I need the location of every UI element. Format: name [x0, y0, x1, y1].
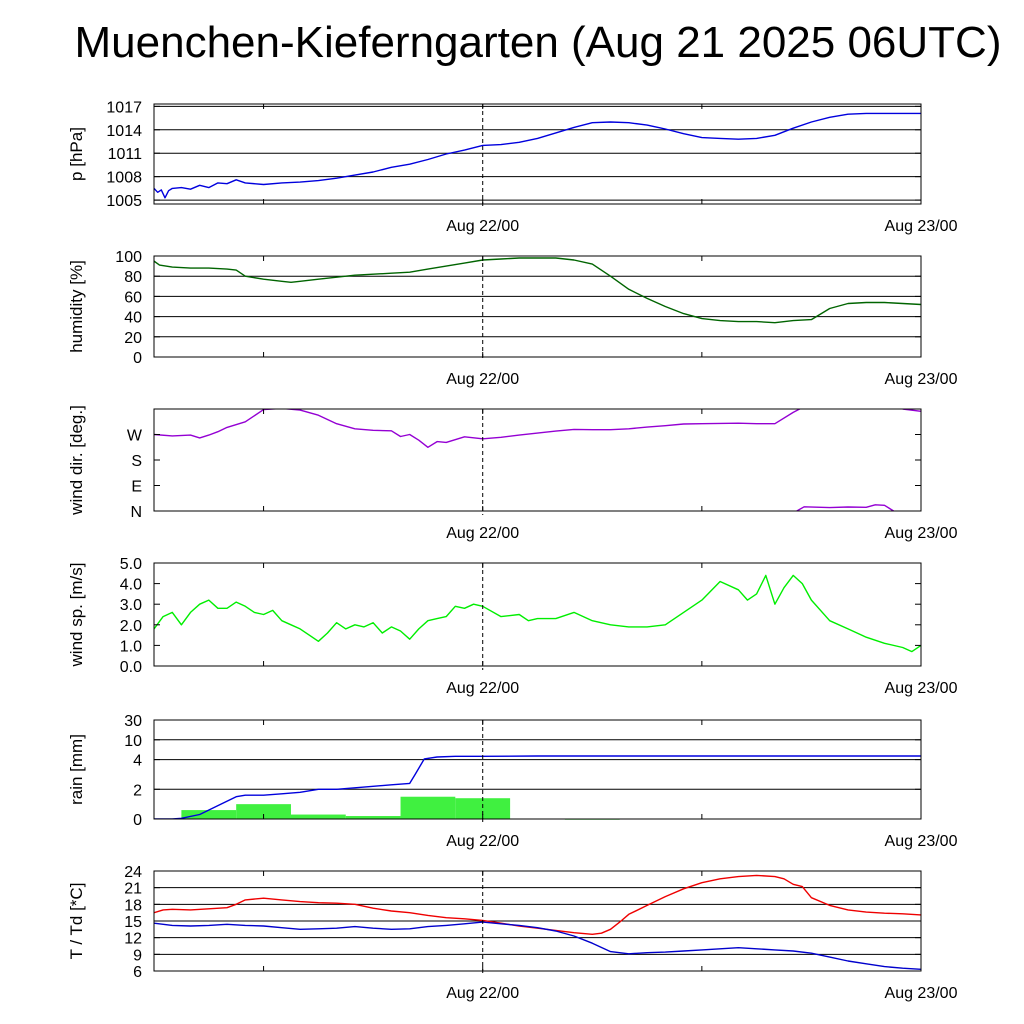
pressure-series-line — [154, 112, 921, 199]
rain-y-tick-label: 0 — [133, 812, 142, 829]
wind_speed-y-tick-label: 0.0 — [120, 659, 142, 676]
pressure-y-tick-label: 1017 — [106, 99, 142, 116]
rain-y-tick-label: 2 — [133, 782, 142, 799]
temperature-y-tick-label: 6 — [133, 964, 142, 981]
rain-bar — [181, 810, 237, 819]
rain-bar — [400, 796, 456, 819]
humidity-panel: 0 20 40 60 80 100 Aug 22/00 Aug 23/00 humidity [… — [67, 249, 958, 388]
pressure-x-tick-label: Aug 23/00 — [885, 218, 958, 235]
wind_speed-series-group — [154, 574, 921, 653]
temperature-series-line — [154, 921, 921, 970]
rain-bar — [236, 804, 291, 819]
humidity-y-tick-label: 60 — [124, 289, 142, 306]
wind_direction-y-tick-label: S — [131, 453, 142, 470]
humidity-y-tick-label: 80 — [124, 269, 142, 286]
rain-bar — [290, 814, 346, 819]
temperature-x-tick-label: Aug 22/00 — [446, 985, 519, 1002]
wind_speed-y-axis-label: wind sp. [m/s] — [67, 563, 86, 668]
pressure-y-tick-label: 1011 — [108, 146, 143, 163]
rain-y-axis-label: rain [mm] — [67, 734, 86, 805]
humidity-y-tick-label: 40 — [124, 310, 142, 327]
rain-y-tick-label: 4 — [133, 753, 142, 770]
rain-x-tick-label: Aug 22/00 — [446, 833, 519, 850]
temperature-y-tick-label: 21 — [124, 881, 142, 898]
pressure-y-tick-label: 1008 — [106, 170, 142, 187]
pressure-frame — [153, 103, 922, 205]
wind_speed-frame — [153, 562, 922, 667]
humidity-y-axis-label: humidity [%] — [67, 260, 86, 353]
rain-panel: 0 2 4 10 30 Aug 22/00 Aug 23/00 rain [mm] — [67, 713, 958, 850]
humidity-series-line — [154, 257, 921, 324]
humidity-x-tick-label: Aug 22/00 — [446, 371, 519, 388]
wind_speed-y-tick-label: 2.0 — [120, 618, 142, 635]
pressure-y-axis-label: p [hPa] — [67, 127, 86, 181]
wind_direction-series-group — [154, 409, 921, 511]
rain-frame — [153, 719, 922, 820]
wind_direction-x-tick-label: Aug 23/00 — [885, 525, 958, 542]
temperature-y-axis-label: T / Td [*C] — [67, 883, 86, 960]
wind_direction-series-line — [796, 504, 894, 511]
rain-bar — [345, 816, 401, 819]
temperature-y-tick-label: 9 — [133, 947, 142, 964]
humidity-y-tick-label: 100 — [115, 249, 142, 266]
pressure-series-group — [154, 112, 921, 199]
temperature-y-tick-label: 24 — [124, 864, 142, 881]
rain-y-tick-label: 30 — [124, 713, 142, 730]
wind_speed-y-tick-label: 1.0 — [120, 638, 142, 655]
humidity-series-group — [154, 257, 921, 324]
humidity-y-tick-label: 0 — [133, 350, 142, 367]
wind_direction-frame — [153, 408, 922, 512]
wind_direction-y-tick-label: N — [130, 504, 142, 521]
rain-x-tick-label: Aug 23/00 — [885, 833, 958, 850]
temperature-x-tick-label: Aug 23/00 — [885, 985, 958, 1002]
wind_direction-y-tick-label: W — [127, 428, 143, 445]
humidity-y-tick-label: 20 — [124, 330, 142, 347]
wind_direction-x-tick-label: Aug 22/00 — [446, 525, 519, 542]
humidity-frame — [153, 255, 922, 358]
temperature-y-tick-label: 12 — [124, 931, 142, 948]
page-title: Muenchen-Kieferngarten (Aug 21 2025 06UT… — [74, 18, 1002, 67]
wind_direction-y-tick-label: E — [131, 479, 142, 496]
wind_speed-y-tick-label: 4.0 — [120, 577, 142, 594]
wind_speed-y-tick-label: 3.0 — [120, 597, 142, 614]
pressure-y-tick-label: 1005 — [106, 193, 142, 210]
temperature-y-tick-label: 18 — [124, 897, 142, 914]
rain-bar — [455, 798, 511, 819]
pressure-x-tick-label: Aug 22/00 — [446, 218, 519, 235]
temperature-y-tick-label: 15 — [124, 914, 142, 931]
rain-series-group — [154, 755, 921, 819]
wind_speed-y-tick-label: 5.0 — [120, 556, 142, 573]
wind_speed-x-tick-label: Aug 22/00 — [446, 680, 519, 697]
wind_speed-series-line — [154, 574, 921, 653]
wind_direction-series-line — [154, 409, 802, 448]
pressure-panel: 1005 1008 1011 1014 1017 Aug 22/00 Aug 23/00 p … — [67, 99, 958, 235]
temperature-series-group — [154, 874, 921, 970]
rain-series-line — [154, 755, 921, 819]
wind_direction-y-axis-label: wind dir. [deg.] — [67, 405, 86, 516]
rain-y-tick-label: 10 — [124, 733, 142, 750]
humidity-x-tick-label: Aug 23/00 — [885, 371, 958, 388]
wind-speed-panel: 0.0 1.0 2.0 3.0 4.0 5.0 Aug 22/00 Aug 23/00 wind… — [67, 556, 958, 697]
temperature-series-line — [154, 874, 921, 935]
pressure-y-tick-label: 1014 — [106, 123, 142, 140]
wind_speed-x-tick-label: Aug 23/00 — [885, 680, 958, 697]
